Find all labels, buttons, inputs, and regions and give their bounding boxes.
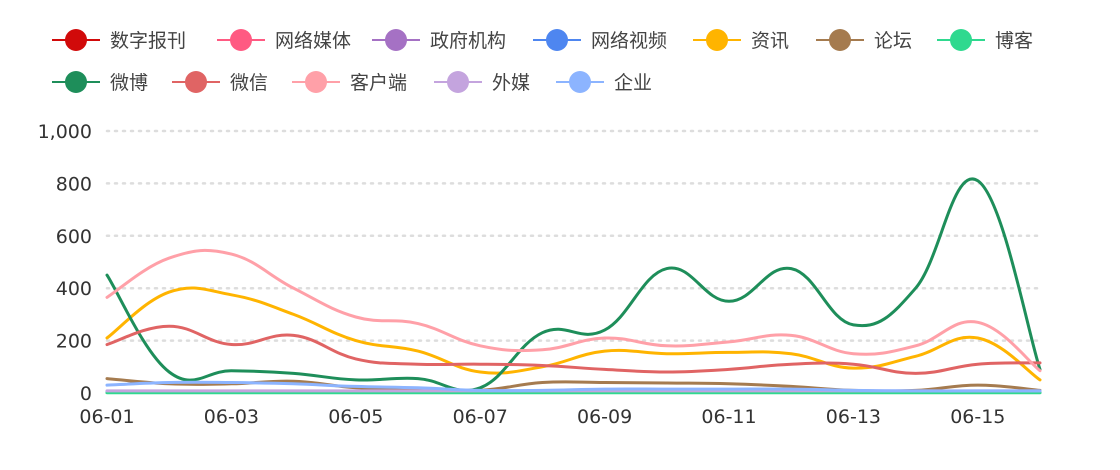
series-line	[105, 248, 1042, 373]
legend-label: 博客	[995, 30, 1033, 52]
y-tick-label: 600	[56, 226, 92, 248]
legend-marker	[385, 29, 407, 51]
x-tick-label: 06-15	[950, 406, 1005, 428]
legend-marker	[706, 29, 728, 51]
legend-marker	[546, 29, 568, 51]
legend-marker	[305, 71, 327, 93]
x-tick-label: 06-03	[204, 406, 259, 428]
x-tick-label: 06-09	[577, 406, 632, 428]
y-tick-label: 1,000	[38, 121, 92, 143]
series-line	[105, 324, 1042, 375]
series-line	[105, 286, 1042, 382]
legend-item[interactable]: 网络媒体	[217, 29, 351, 52]
y-tick-label: 200	[56, 331, 92, 353]
legend-item[interactable]: 微博	[52, 71, 148, 94]
legend-marker	[65, 71, 87, 93]
x-tick-label: 06-11	[701, 406, 756, 428]
series-line	[105, 177, 1042, 392]
legend-item[interactable]: 企业	[556, 71, 652, 94]
series-line	[105, 380, 1042, 393]
x-tick-label: 06-01	[79, 406, 134, 428]
legend-item[interactable]: 博客	[937, 29, 1033, 52]
y-tick-label: 0	[80, 383, 92, 405]
legend-label: 外媒	[492, 72, 530, 94]
series-lines	[105, 177, 1042, 395]
y-axis: 0 200 400 600 800 1,000	[38, 121, 92, 405]
legend-label: 政府机构	[430, 30, 506, 52]
legend-item[interactable]: 客户端	[292, 71, 407, 94]
y-tick-label: 400	[56, 278, 92, 300]
legend-item[interactable]: 数字报刊	[52, 29, 186, 52]
grid-lines	[105, 129, 1042, 342]
x-axis: 06-01 06-03 06-05 06-07 06-09 06-11 06-13 06-15	[79, 392, 1040, 428]
legend-item[interactable]: 论坛	[816, 29, 912, 52]
legend-item[interactable]: 资讯	[693, 29, 789, 52]
legend-label: 企业	[614, 72, 652, 94]
x-tick-label: 06-13	[826, 406, 881, 428]
legend-marker	[829, 29, 851, 51]
x-tick-label: 06-07	[453, 406, 508, 428]
legend-label: 论坛	[874, 30, 912, 52]
legend-marker	[230, 29, 252, 51]
legend-marker	[950, 29, 972, 51]
legend-item[interactable]: 微信	[172, 71, 268, 94]
x-tick-label: 06-05	[328, 406, 383, 428]
legend-marker	[569, 71, 591, 93]
legend-item[interactable]: 政府机构	[372, 29, 506, 52]
legend-item[interactable]: 网络视频	[533, 29, 667, 52]
legend-marker	[185, 71, 207, 93]
legend-item[interactable]: 外媒	[434, 71, 530, 94]
legend-label: 微信	[230, 72, 268, 94]
legend-marker	[447, 71, 469, 93]
legend-label: 网络视频	[591, 30, 667, 52]
legend-label: 客户端	[350, 72, 407, 94]
legend-marker	[65, 29, 87, 51]
legend-label: 资讯	[751, 30, 789, 52]
legend-label: 微博	[110, 72, 148, 94]
y-tick-label: 800	[56, 173, 92, 195]
legend-label: 网络媒体	[275, 30, 351, 52]
legend-label: 数字报刊	[110, 30, 186, 52]
